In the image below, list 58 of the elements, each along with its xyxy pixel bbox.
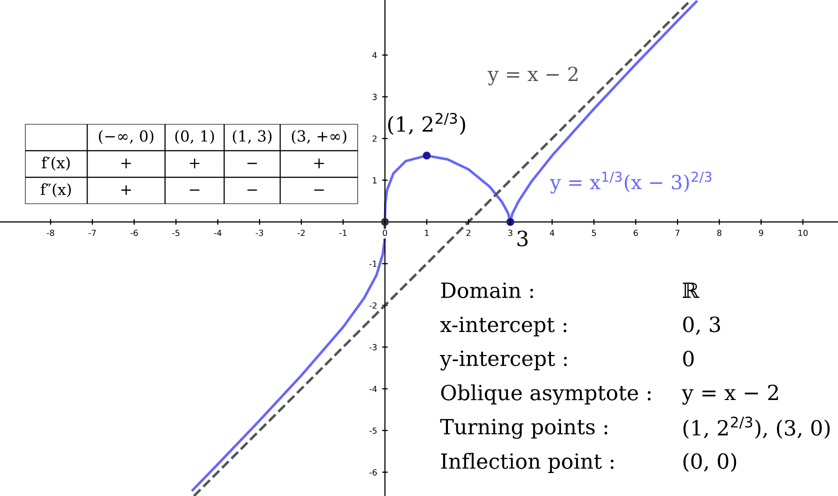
x-tick-label: 1 [424,230,429,236]
y-tick-label: -5 [369,428,377,434]
annotation: (3, +∞) [292,130,346,144]
x-tick-label: -8 [46,230,54,236]
x-tick-label: 4 [550,230,554,236]
annotation: (0, 1) [175,130,214,144]
x-tick-label: 5 [592,230,596,236]
x-tick-label: -1 [339,230,347,236]
annotation: Inflection point : [441,452,614,473]
annotation: + [121,185,131,195]
y-tick-label: -6 [369,469,377,476]
annotation: ℝ [682,282,700,298]
y-tick-label: 4 [372,52,377,58]
x-tick-label: -7 [88,230,96,236]
x-tick-label: 8 [717,230,722,236]
x-tick-label: 6 [634,230,638,236]
x-tick-label: 2 [466,230,470,236]
y-tick-label: -1 [369,260,377,267]
y-tick-label: -4 [369,386,377,392]
annotation: (−∞, 0) [98,130,154,144]
annotation: − [314,189,324,191]
x-tick-label: 0 [382,230,388,236]
annotation: + [121,158,131,168]
annotation: Oblique asymptote : [441,384,651,405]
y-tick-label: 3 [372,94,377,100]
annotation: (1, 3) [232,130,272,144]
series-label: y = x − 2 [488,66,578,86]
annotation: 0, 3 [683,316,720,335]
annotation: (1, 2$^{2/3}$), (3, 0) [683,416,830,439]
annotation: (0, 0) [683,452,736,472]
y-tick-label: -2 [369,302,376,309]
x-tick-label: -5 [172,230,180,236]
y-tick-label: 1 [372,177,377,184]
x-tick-label: -2 [298,230,305,236]
x-tick-label: -6 [130,230,138,236]
annotation: − [247,162,257,164]
x-tick-label: 7 [676,230,680,236]
x-tick-label: -3 [256,230,264,236]
x-tick-label: -4 [214,230,222,236]
annotation: f′(x) [42,156,70,171]
annotation: (1, 2$^{2/3}$) [388,112,466,135]
annotation: 0 [683,350,694,366]
annotation: Domain : [441,282,533,298]
annotation: + [190,158,200,168]
annotation: − [190,189,200,191]
annotation: x-intercept : [440,316,566,336]
y-tick-label: -3 [369,344,377,350]
annotation: + [314,158,324,168]
x-tick-label: 10 [798,230,808,236]
y-tick-label: 2 [372,135,376,142]
annotation: f″(x) [40,183,71,198]
annotation: Turning points : [440,418,608,439]
series-label: y = x$^{1/3}$(x − 3)$^{2/3}$ [550,172,712,194]
annotation: − [247,189,257,191]
x-tick-label: 9 [758,230,764,236]
x-tick-label: 3 [508,230,512,236]
annotation: y-intercept : [440,350,567,370]
annotation: y = x − 2 [682,384,778,405]
